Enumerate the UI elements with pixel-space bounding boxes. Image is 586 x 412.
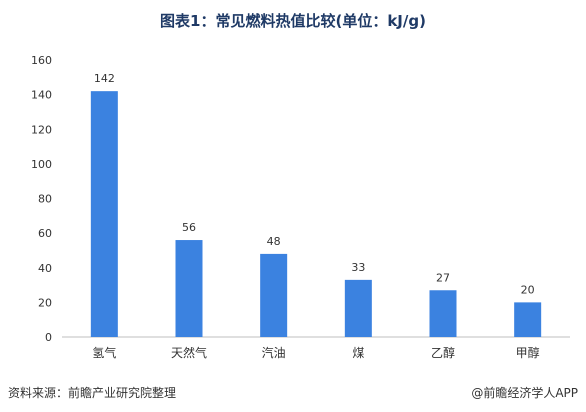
- bar: [344, 279, 372, 337]
- y-tick-label: 120: [31, 123, 52, 136]
- bar: [514, 302, 542, 337]
- category-label: 乙醇: [431, 345, 455, 360]
- y-axis-ticks: 0 20 40 60 80 100 120 140 160: [31, 54, 52, 344]
- y-tick-label: 160: [31, 54, 52, 67]
- data-labels: 142 56 48 33 27 20: [94, 72, 535, 296]
- data-label: 56: [182, 221, 196, 234]
- data-label: 142: [94, 72, 115, 85]
- y-tick-label: 60: [38, 227, 52, 240]
- category-label: 汽油: [262, 345, 286, 360]
- chart-title: 图表1：常见燃料热值比较(单位：kJ/g): [160, 12, 426, 30]
- bar: [260, 253, 288, 337]
- y-tick-label: 140: [31, 89, 52, 102]
- data-label: 48: [267, 235, 281, 248]
- data-label: 20: [521, 283, 535, 296]
- category-label: 煤: [352, 346, 364, 360]
- bar: [90, 91, 118, 337]
- bar: [429, 290, 457, 337]
- y-tick-label: 40: [38, 262, 52, 275]
- data-label: 33: [351, 261, 365, 274]
- bar: [175, 240, 203, 337]
- category-label: 氢气: [92, 345, 116, 360]
- source-note: 资料来源：前瞻产业研究院整理: [8, 386, 177, 400]
- y-tick-label: 80: [38, 193, 52, 206]
- y-tick-label: 20: [38, 296, 52, 309]
- y-tick-label: 100: [31, 158, 52, 171]
- credit-note: @前瞻经济学人APP: [471, 386, 578, 400]
- category-label: 甲醇: [516, 345, 540, 360]
- category-labels: 氢气 天然气 汽油 煤 乙醇 甲醇: [92, 345, 539, 360]
- category-label: 天然气: [171, 345, 207, 360]
- y-tick-label: 0: [45, 331, 52, 344]
- data-label: 27: [436, 271, 450, 284]
- bars: [90, 91, 542, 337]
